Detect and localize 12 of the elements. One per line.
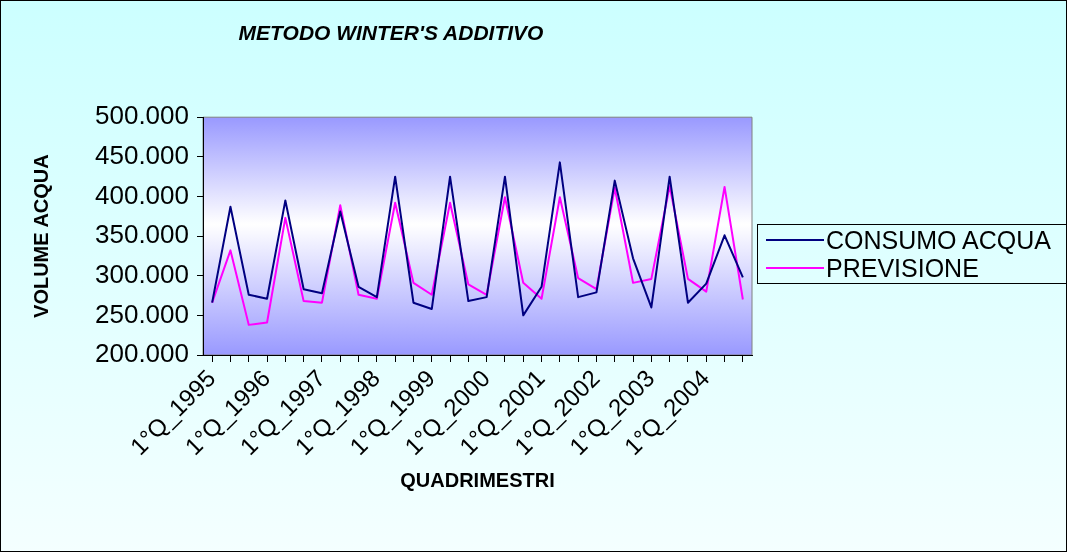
y-tick-label: 350.000 (95, 219, 189, 250)
chart-title: METODO WINTER'S ADDITIVO (238, 21, 544, 45)
legend-label: CONSUMO ACQUA (826, 225, 1052, 255)
y-tick-label: 200.000 (95, 338, 189, 369)
y-tick-label: 400.000 (95, 179, 189, 210)
legend-label: PREVISIONE (826, 253, 979, 283)
y-tick-label: 250.000 (95, 298, 189, 329)
y-tick-label: 450.000 (95, 140, 189, 171)
y-axis-title: VOLUME ACQUA (29, 154, 52, 318)
y-tick-label: 500.000 (95, 100, 189, 131)
x-axis-title: QUADRIMESTRI (400, 468, 555, 491)
y-tick-label: 300.000 (95, 258, 189, 289)
